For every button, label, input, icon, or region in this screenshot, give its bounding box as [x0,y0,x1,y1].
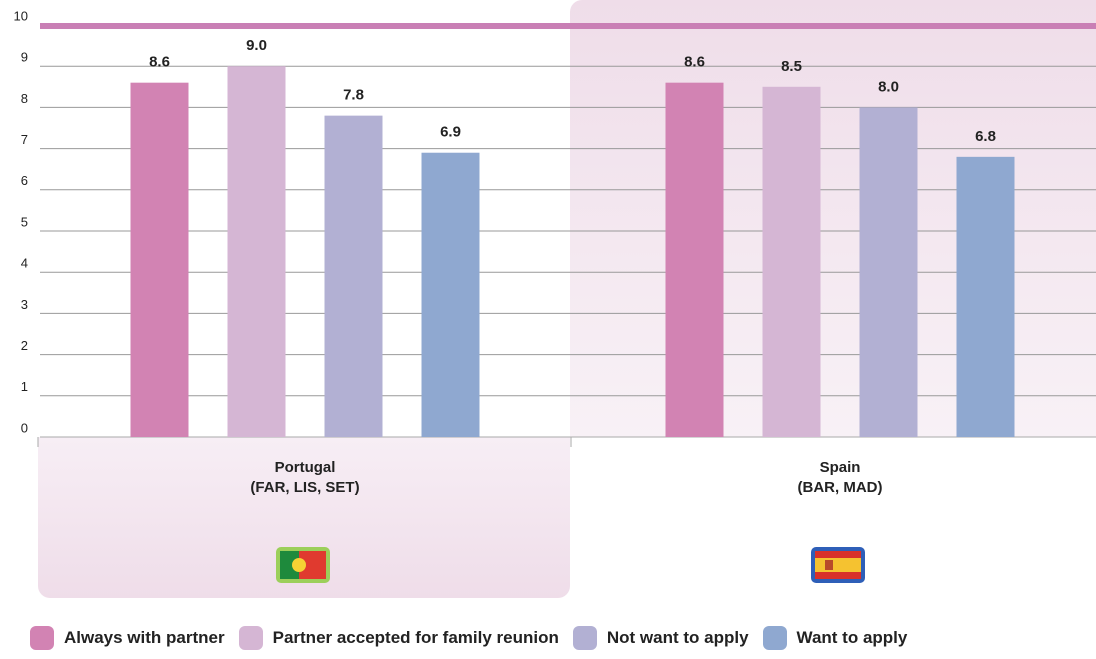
flag-portugal [276,547,330,583]
flag-spain [811,547,865,583]
y-tick-label: 5 [21,214,28,229]
legend-item: Partner accepted for family reunion [238,626,559,650]
y-tick-label: 1 [21,379,28,394]
y-tick-label: 4 [21,256,28,271]
bar [956,156,1015,437]
bar [665,82,724,438]
y-tick-label: 6 [21,173,28,188]
y-tick-label: 10 [14,8,28,23]
y-tick-label: 3 [21,297,28,312]
legend-swatch [238,626,263,650]
legend-item: Always with partner [30,626,225,650]
x-tick-label: Portugal (FAR, LIS, SET) [250,459,360,496]
bar [421,152,480,437]
legend-label: Not want to apply [606,628,749,647]
legend-item: Want to apply [762,626,908,650]
legend-item: Not want to apply [572,626,749,650]
bar [762,86,821,438]
y-tick-label: 2 [21,338,28,353]
legend-label: Always with partner [64,628,225,647]
value-label: 7.8 [343,87,364,104]
group-panel [38,437,570,598]
bar [130,82,189,438]
y-tick-label: 7 [21,132,28,147]
value-label: 8.0 [878,78,899,95]
y-tick-label: 9 [21,50,28,65]
y-tick-label: 8 [21,91,28,106]
value-label: 8.6 [149,54,170,71]
legend-swatch [30,626,54,650]
y-tick-label: 0 [21,420,28,435]
value-label: 6.8 [975,128,996,145]
value-label: 8.5 [781,58,802,75]
x-tick-label: Spain (BAR, MAD) [797,459,883,496]
value-label: 9.0 [246,37,267,54]
group-panel [570,0,1096,437]
value-label: 6.9 [440,124,461,141]
value-label: 8.6 [684,54,705,71]
bar [227,66,286,437]
bar [324,115,383,437]
legend-label: Partner accepted for family reunion [272,628,559,647]
legend-swatch [762,626,787,650]
bar [859,107,918,438]
legend-swatch [572,626,597,650]
legend: Always with partner Partner accepted for … [30,626,907,650]
legend-label: Want to apply [796,628,908,647]
